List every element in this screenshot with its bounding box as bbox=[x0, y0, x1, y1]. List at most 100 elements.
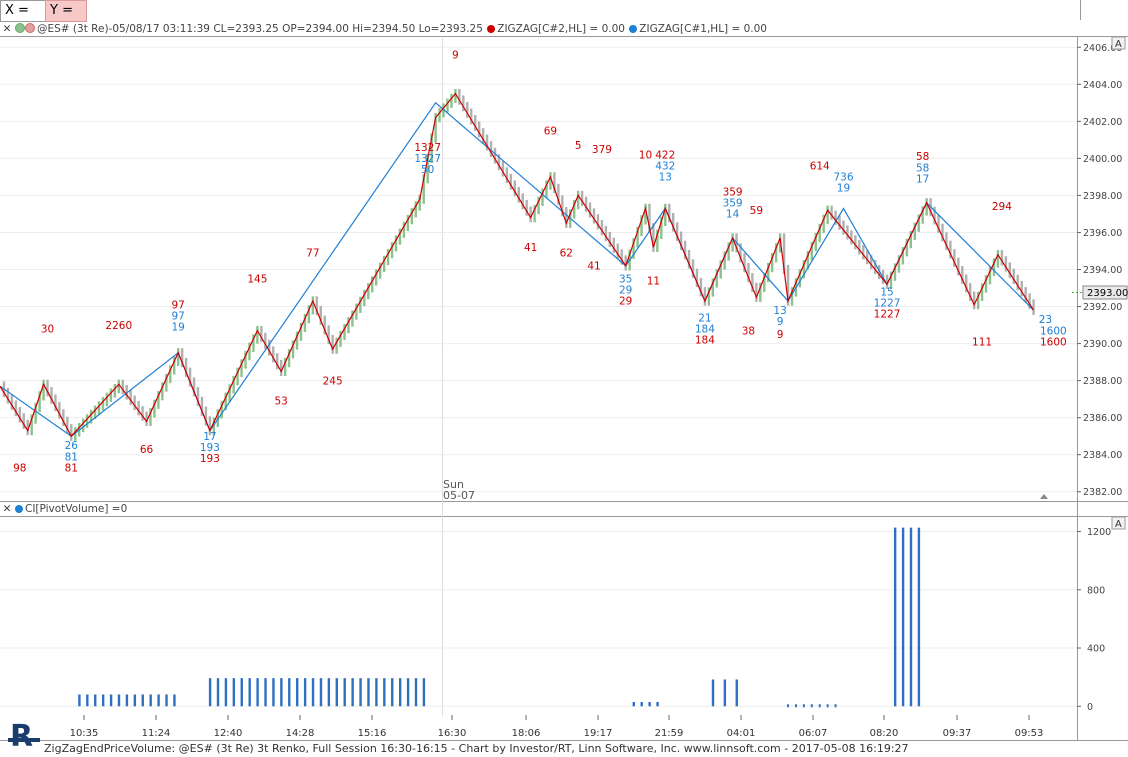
pivot-volume-label: 1227 bbox=[874, 298, 901, 310]
zigzag2-legend-text: ZIGZAG[C#2,HL] = 0.00 bbox=[497, 23, 625, 35]
price-tick-label: 2392.00 bbox=[1083, 302, 1122, 313]
pivot-volume-label: 19 bbox=[172, 322, 185, 334]
volume-bar bbox=[893, 527, 897, 707]
pivot-volume-label: 23 bbox=[1039, 314, 1052, 326]
renko-bar bbox=[145, 411, 148, 426]
last-price-tag: 2393.00 bbox=[1072, 285, 1128, 300]
volume-bar bbox=[109, 694, 113, 707]
close-panel-icon[interactable]: ✕ bbox=[2, 23, 12, 35]
renko-bar bbox=[695, 268, 699, 288]
scroll-marker-icon[interactable] bbox=[1040, 494, 1048, 499]
volume-bar bbox=[711, 679, 715, 707]
renko-bar bbox=[204, 406, 208, 426]
renko-bar bbox=[854, 235, 857, 250]
price-scale-button[interactable]: A bbox=[1111, 36, 1126, 50]
renko-bar bbox=[965, 274, 968, 293]
renko-bar bbox=[747, 263, 750, 283]
volume-bar bbox=[398, 678, 402, 707]
time-tick-label: 11:24 bbox=[142, 728, 171, 739]
renko-bar bbox=[921, 206, 924, 224]
renko-bar bbox=[537, 196, 540, 215]
pivot-volume-label: 50 bbox=[421, 164, 434, 176]
renko-bar bbox=[763, 272, 766, 293]
renko-bar bbox=[307, 305, 311, 324]
renko-bar bbox=[565, 206, 568, 228]
price-tick-label: 2402.00 bbox=[1083, 117, 1122, 128]
pivot-volume-label: 35 bbox=[619, 273, 632, 285]
renko-bar bbox=[810, 241, 813, 261]
renko-bar bbox=[557, 183, 560, 205]
volume-bar bbox=[359, 678, 362, 707]
renko-bar bbox=[739, 243, 742, 263]
renko-bar bbox=[826, 205, 829, 224]
renko-bar bbox=[382, 255, 386, 272]
zigzag1-color-icon bbox=[629, 25, 638, 33]
renko-bar bbox=[976, 291, 980, 310]
pivot-volume-label: 58 bbox=[916, 162, 929, 174]
pivot-volume-label: 422 bbox=[655, 149, 675, 161]
renko-bar bbox=[85, 414, 89, 428]
renko-bar bbox=[616, 243, 619, 259]
renko-bar bbox=[276, 353, 279, 370]
renko-bar bbox=[858, 240, 861, 255]
renko-bar bbox=[834, 210, 837, 225]
pivot-volume-label: 21 bbox=[698, 312, 711, 324]
renko-bar bbox=[192, 377, 196, 397]
renko-bar bbox=[576, 190, 580, 210]
renko-bar bbox=[177, 348, 180, 367]
renko-bar bbox=[513, 180, 516, 197]
renko-bar bbox=[703, 287, 707, 306]
renko-bar bbox=[818, 223, 821, 243]
renko-bar bbox=[220, 400, 223, 419]
renko-bar bbox=[173, 356, 176, 375]
renko-bar bbox=[687, 250, 691, 269]
pivot-volume-label: 41 bbox=[524, 242, 537, 254]
renko-bar bbox=[953, 249, 956, 267]
renko-bar bbox=[870, 254, 873, 270]
renko-bar bbox=[691, 259, 695, 278]
renko-bar bbox=[992, 258, 996, 276]
renko-bar bbox=[30, 414, 33, 436]
renko-bar bbox=[422, 174, 425, 204]
renko-bar bbox=[561, 195, 564, 217]
volume-bar bbox=[86, 694, 89, 707]
price-tick-label: 2398.00 bbox=[1083, 191, 1122, 202]
renko-bar bbox=[101, 396, 105, 411]
renko-bar bbox=[180, 348, 184, 368]
renko-bar bbox=[295, 331, 299, 350]
renko-bar bbox=[188, 367, 192, 387]
renko-bar bbox=[501, 160, 505, 177]
renko-bar bbox=[553, 172, 556, 194]
renko-bar bbox=[406, 214, 410, 232]
volume-scale-button[interactable]: A bbox=[1111, 516, 1126, 530]
time-tick-label: 09:53 bbox=[1015, 728, 1044, 739]
renko-bar bbox=[893, 263, 897, 281]
volume-bar bbox=[319, 678, 323, 707]
renko-bar bbox=[287, 349, 291, 368]
renko-bars bbox=[2, 88, 1035, 441]
renko-bar bbox=[814, 232, 817, 252]
renko-bar bbox=[228, 384, 231, 402]
pivot-volume-label: 1227 bbox=[874, 309, 901, 321]
volume-bar bbox=[280, 678, 283, 707]
renko-bar bbox=[608, 231, 612, 247]
close-volume-panel-icon[interactable]: ✕ bbox=[2, 503, 12, 515]
renko-bar bbox=[679, 231, 683, 251]
renko-bar bbox=[509, 173, 513, 190]
volume-bar bbox=[723, 679, 727, 707]
renko-bar bbox=[945, 232, 948, 250]
renko-bar bbox=[588, 202, 592, 218]
volume-bar bbox=[141, 694, 144, 707]
green-circle-icon bbox=[15, 23, 25, 33]
renko-bar bbox=[640, 215, 643, 236]
volume-bar bbox=[149, 694, 152, 707]
renko-bar bbox=[972, 291, 976, 310]
renko-bar bbox=[81, 418, 85, 433]
renko-bar bbox=[707, 287, 711, 306]
volume-panel-legend: ✕ CI[PivotVolume] =0 bbox=[0, 502, 1128, 516]
renko-bar bbox=[121, 379, 124, 395]
renko-bar bbox=[767, 263, 770, 283]
renko-bar bbox=[93, 405, 97, 420]
renko-bar bbox=[315, 296, 318, 316]
